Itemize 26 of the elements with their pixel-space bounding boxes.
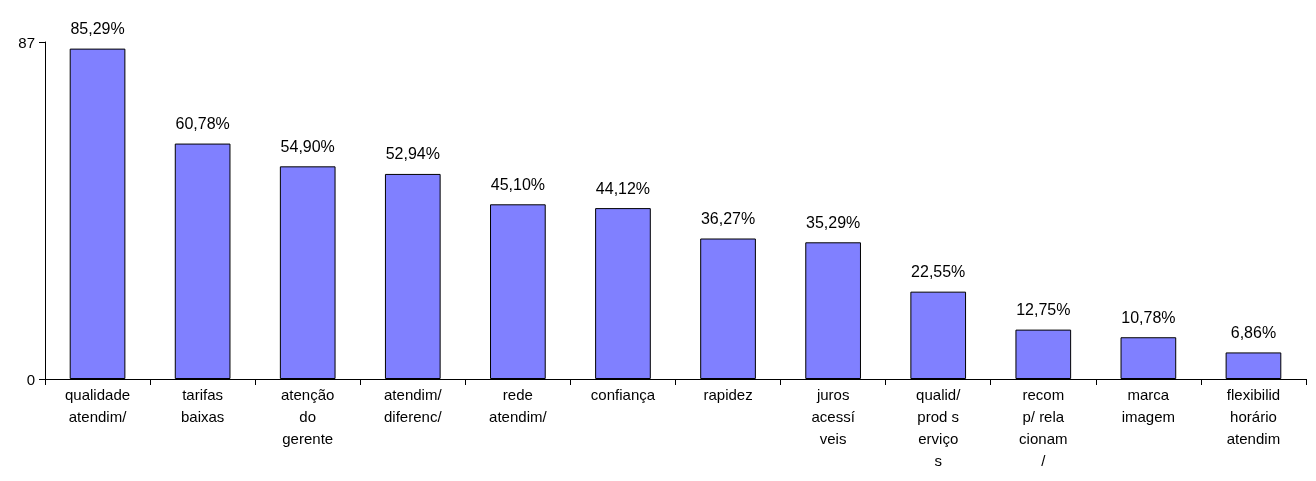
x-tick-label: rede atendim/ <box>489 385 548 425</box>
data-label: 54,90% <box>280 137 335 155</box>
data-label: 36,27% <box>700 210 756 228</box>
data-label: 85,29% <box>70 20 125 38</box>
x-tick-label: rapidez <box>703 385 753 403</box>
x-tick-label: qualidade atendim/ <box>65 385 131 425</box>
data-label: 6,86% <box>1230 323 1277 341</box>
x-tick-label: confiança <box>590 385 656 403</box>
y-tick-label: 87 <box>18 33 35 51</box>
data-label: 22,55% <box>911 263 966 281</box>
x-tick-label: flexibilid horário atendim <box>1226 385 1281 447</box>
data-label: 44,12% <box>595 179 651 197</box>
y-tick-label: 0 <box>26 370 35 388</box>
data-label: 52,94% <box>385 145 440 163</box>
data-label: 60,78% <box>175 115 230 133</box>
data-label: 45,10% <box>490 175 546 193</box>
x-tick-label: juros acessí veis <box>811 385 856 447</box>
x-tick-label: tarifas baixas <box>180 385 225 425</box>
x-tick-label: atenção do gerente <box>281 385 335 447</box>
data-label: 12,75% <box>1016 301 1071 319</box>
x-tick-label: recom p/ rela cionam / <box>1019 385 1068 469</box>
x-tick-label: atendim/ diferenc/ <box>384 385 443 425</box>
data-label: 35,29% <box>805 213 861 231</box>
x-tick-label: marca imagem <box>1121 385 1176 425</box>
data-label: 10,78% <box>1121 308 1176 326</box>
x-tick-label: qualid/ prod s erviço s <box>916 385 962 469</box>
